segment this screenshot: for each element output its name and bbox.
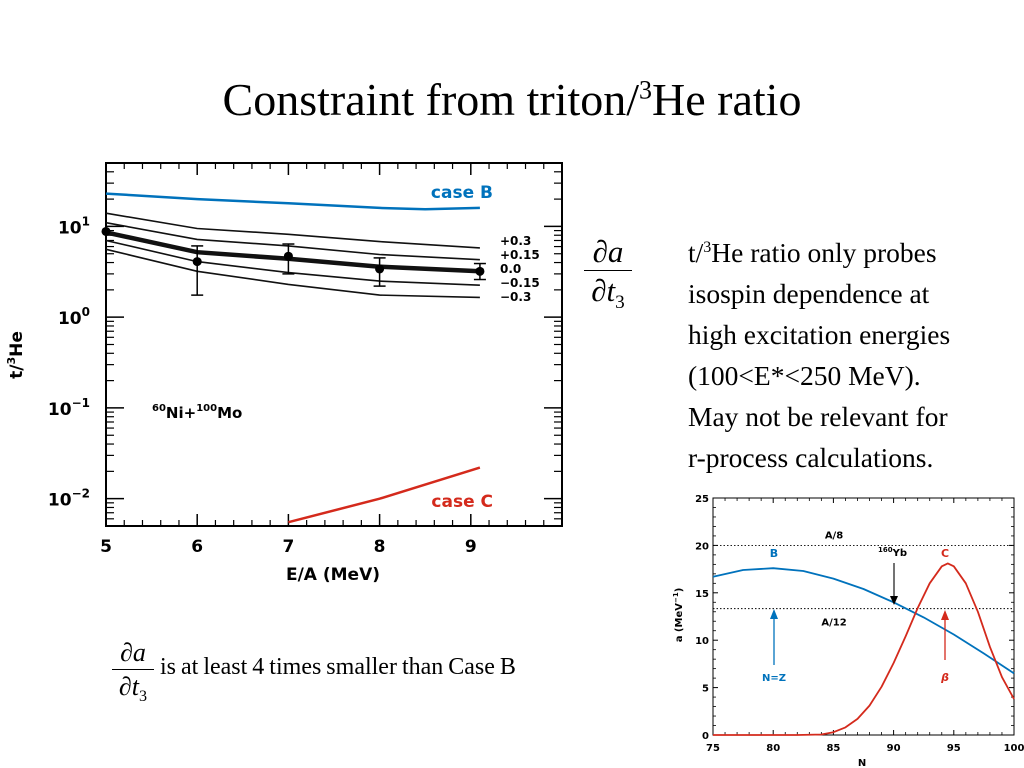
- fraction-bar: [584, 270, 632, 271]
- series-line-0: [105, 212, 480, 249]
- x-tick-label: 75: [706, 743, 720, 754]
- series-label: −0.15: [500, 276, 540, 290]
- derivative-fraction-bottom: ∂a ∂t3: [112, 638, 154, 706]
- series-line-B: [712, 567, 1015, 675]
- reaction-annotation: 60Ni+100Mo: [152, 403, 242, 422]
- data-point: [375, 264, 385, 274]
- case-c-label: case C: [431, 492, 493, 512]
- series-label: −0.3: [500, 290, 531, 304]
- x-tick-label: 95: [947, 743, 961, 754]
- y-tick-label: 10: [695, 636, 709, 647]
- comparison-text: is at least 4 times smaller than Case B: [160, 654, 516, 680]
- note-line-3: high excitation energies: [688, 319, 951, 350]
- arrow-head: [890, 596, 898, 605]
- series-line-4: [105, 248, 480, 299]
- y-axis-label: a (MeV−1): [672, 588, 685, 643]
- arrow-head: [770, 609, 778, 619]
- x-tick-label: 5: [100, 537, 112, 557]
- case-b-label: case B: [431, 183, 493, 203]
- y-tick-label: 101: [58, 214, 90, 238]
- fraction-numerator: ∂a: [592, 234, 624, 269]
- x-axis-label: E/A (MeV): [286, 565, 380, 585]
- series-line-C: [713, 562, 1015, 736]
- fraction-bar: [112, 669, 154, 670]
- series-label: C: [941, 547, 949, 560]
- fraction-numerator: ∂a: [120, 638, 146, 667]
- plot-frame: [712, 497, 1015, 736]
- arrow-head: [941, 610, 949, 620]
- case-c-line: [288, 466, 481, 524]
- case-b-line: [105, 192, 480, 211]
- beta-label: β: [940, 671, 949, 684]
- x-tick-label: 80: [766, 743, 780, 754]
- fraction-denominator: ∂t3: [118, 672, 148, 706]
- y-tick-label: 25: [695, 494, 709, 505]
- fraction-denominator: ∂t3: [591, 273, 625, 314]
- series-label: B: [770, 547, 778, 560]
- title-superscript: 3: [639, 75, 653, 105]
- series-label: 0.0: [500, 262, 521, 276]
- note-line-2: isospin dependence at: [688, 278, 930, 309]
- series-label: +0.15: [500, 248, 540, 262]
- reference-line-label: A/8: [825, 530, 843, 541]
- derivative-fraction-top: ∂a ∂t3: [584, 234, 632, 314]
- y-tick-label: 20: [695, 541, 709, 552]
- reference-line-label: A/12: [821, 618, 846, 629]
- note-line-6: r-process calculations.: [688, 442, 934, 473]
- x-tick-label: 6: [191, 537, 203, 557]
- y-tick-label: 10−1: [48, 396, 90, 420]
- y-tick-label: 5: [702, 684, 709, 695]
- x-axis-label: N: [858, 758, 866, 768]
- slide-title: Constraint from triton/3He ratio: [0, 70, 1024, 130]
- data-point: [283, 251, 293, 261]
- y-tick-label: 15: [695, 589, 709, 600]
- n-z-label: N=Z: [762, 673, 786, 684]
- y-tick-label: 0: [702, 731, 709, 742]
- data-point: [101, 226, 111, 236]
- title-text: Constraint from triton/: [222, 74, 640, 125]
- y-tick-label: 10−2: [48, 487, 90, 511]
- data-point: [192, 257, 202, 267]
- x-tick-label: 90: [887, 743, 901, 754]
- explanation-text: t/3He ratio only probes isospin dependen…: [688, 232, 1024, 478]
- y-tick-label: 100: [58, 305, 90, 329]
- note-line-1: t/3He ratio only probes: [688, 237, 937, 268]
- x-tick-label: 7: [282, 537, 294, 557]
- series-label: +0.3: [500, 234, 531, 248]
- x-tick-label: 85: [826, 743, 840, 754]
- yb-label: 160Yb: [878, 546, 907, 559]
- x-tick-label: 100: [1004, 743, 1024, 754]
- x-tick-label: 8: [374, 537, 386, 557]
- note-line-5: May not be relevant for: [688, 401, 948, 432]
- y-axis-label: t/3He: [5, 331, 27, 379]
- note-line-4: (100<E*<250 MeV).: [688, 360, 921, 391]
- data-point: [475, 266, 485, 276]
- x-tick-label: 9: [465, 537, 477, 557]
- title-tail: He ratio: [652, 74, 802, 125]
